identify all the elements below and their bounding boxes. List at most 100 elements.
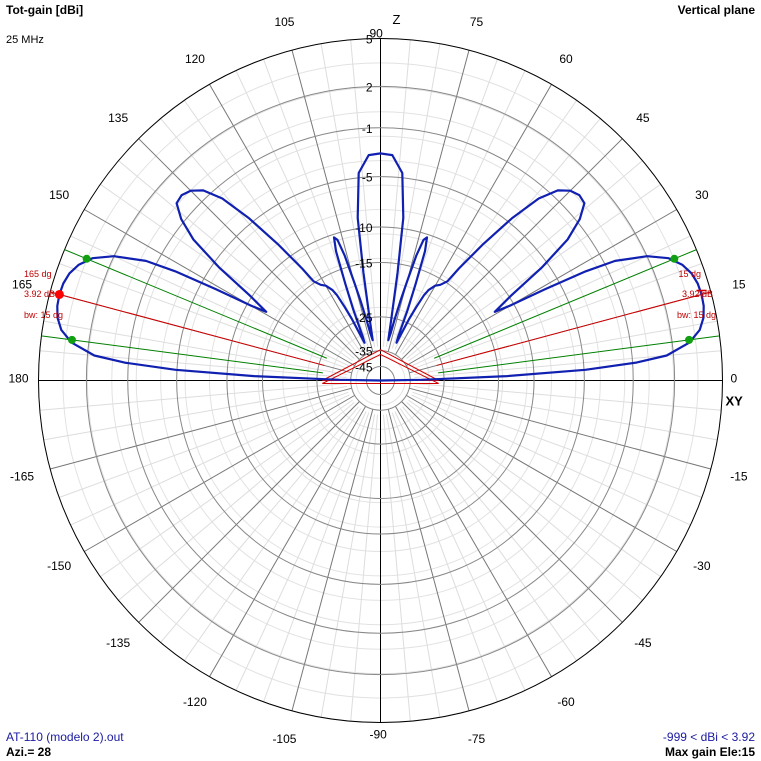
major-grid-radial: [406, 394, 677, 552]
minor-grid-radial: [406, 402, 643, 601]
minor-grid-radial: [118, 160, 355, 359]
marker-layer: [54, 254, 707, 344]
db-grid-circle: [176, 176, 585, 585]
radiation-pattern: [56, 152, 705, 382]
db-level-label: -35: [355, 345, 373, 359]
minor-grid-radial: [382, 39, 411, 347]
minor-grid-radial: [414, 350, 722, 379]
major-grid-radial: [138, 138, 360, 360]
minor-grid-radial: [391, 412, 498, 703]
major-grid-radial: [50, 387, 352, 470]
angle-label: -75: [468, 732, 486, 746]
pattern-trace: [56, 152, 705, 382]
angle-label: 165: [12, 277, 32, 291]
minor-grid-radial: [183, 100, 362, 353]
minor-grid-radial: [43, 320, 347, 376]
angle-label: 15: [732, 277, 746, 291]
minor-grid-radial: [385, 414, 441, 718]
minor-grid-radial: [412, 391, 703, 498]
max-gain-label: Max gain Ele:15: [664, 745, 755, 759]
minor-grid-radial: [235, 70, 367, 350]
max-gain-line: [50, 291, 325, 366]
minor-grid-radial: [183, 408, 362, 661]
minor-grid-radial: [411, 394, 691, 526]
max-gain-line: [436, 291, 711, 366]
major-grid-radial: [291, 50, 374, 352]
angle-label: 180: [9, 372, 29, 386]
db-level-label: -10: [355, 221, 373, 235]
chart-title: Tot-gain [dBi]: [6, 3, 84, 17]
minor-grid-radial: [39, 350, 347, 379]
angle-label: -30: [693, 559, 711, 573]
angle-label: 135: [108, 111, 128, 125]
z-axis-label: Z: [393, 12, 401, 27]
db-grid-circle: [316, 316, 445, 445]
minor-grid-radial: [394, 411, 526, 691]
major-grid-radial: [387, 50, 470, 352]
angle-label: 60: [559, 52, 573, 66]
db-grid-circle: [85, 85, 676, 676]
minor-grid-radial: [70, 394, 350, 526]
db-grid-circle: [262, 262, 499, 499]
major-grid-radial: [84, 209, 355, 367]
half-power-marker: [67, 335, 76, 344]
angle-label: -165: [10, 470, 34, 484]
minor-grid-radial: [320, 414, 376, 718]
minor-grid-radial: [350, 39, 379, 347]
major-grid-radial: [387, 409, 470, 711]
angle-label: -120: [183, 695, 207, 709]
major-grid-radial: [84, 394, 355, 552]
minor-grid-radial: [382, 414, 411, 722]
half-power-marker: [670, 254, 679, 263]
major-grid-radial: [401, 138, 623, 360]
angle-label: 90: [370, 27, 384, 41]
major-grid-radial: [406, 209, 677, 367]
major-grid-radial: [291, 409, 374, 711]
angle-label: 75: [470, 15, 484, 29]
angle-label: -105: [272, 732, 296, 746]
center-triangle: [322, 353, 439, 384]
db-level-label: -1: [362, 122, 373, 136]
angle-label: 105: [274, 15, 294, 29]
angle-label: -60: [557, 695, 575, 709]
half-power-marker: [82, 254, 91, 263]
major-grid-radial: [401, 401, 623, 623]
minor-grid-radial: [414, 382, 722, 411]
minor-grid-radial: [160, 406, 359, 643]
beamwidth-line: [41, 335, 323, 374]
beamwidth-line: [64, 249, 327, 359]
right-bw-annotation: bw: 15 dg: [677, 310, 716, 320]
major-grid-radial: [394, 84, 552, 355]
half-power-marker: [685, 335, 694, 344]
major-grid-radial: [138, 401, 360, 623]
db-grid-circle: [226, 226, 535, 535]
minor-grid-radial: [406, 160, 643, 359]
right-gain-annotation: 3.92 dB: [682, 289, 713, 299]
angle-label: 150: [49, 188, 69, 202]
major-grid-radial: [209, 406, 367, 677]
minor-grid-radial: [402, 406, 601, 643]
angle-label: 120: [185, 52, 205, 66]
angle-label: 45: [636, 111, 650, 125]
minor-grid-radial: [394, 70, 526, 350]
minor-grid-radial: [350, 414, 379, 722]
minor-grid-radial: [43, 385, 347, 441]
minor-grid-radial: [408, 183, 661, 362]
minor-grid-radial: [118, 402, 355, 601]
minor-grid-radial: [58, 263, 349, 370]
angle-label: -90: [370, 728, 388, 742]
minor-grid-radial: [399, 100, 578, 353]
db-level-label: 5: [366, 33, 373, 47]
minor-grid-radial: [235, 411, 367, 691]
db-level-label: 2: [366, 80, 373, 94]
plane-label: Vertical plane: [677, 3, 755, 17]
minor-grid-radial: [58, 391, 349, 498]
db-level-label: -45: [355, 360, 373, 374]
db-level-label: -5: [362, 171, 373, 185]
angle-label: 30: [695, 188, 709, 202]
minor-grid-radial: [160, 118, 359, 355]
minor-grid-radial: [414, 320, 718, 376]
left-angle-annotation: 165 dg: [24, 269, 52, 279]
minor-grid-radial: [399, 408, 578, 661]
